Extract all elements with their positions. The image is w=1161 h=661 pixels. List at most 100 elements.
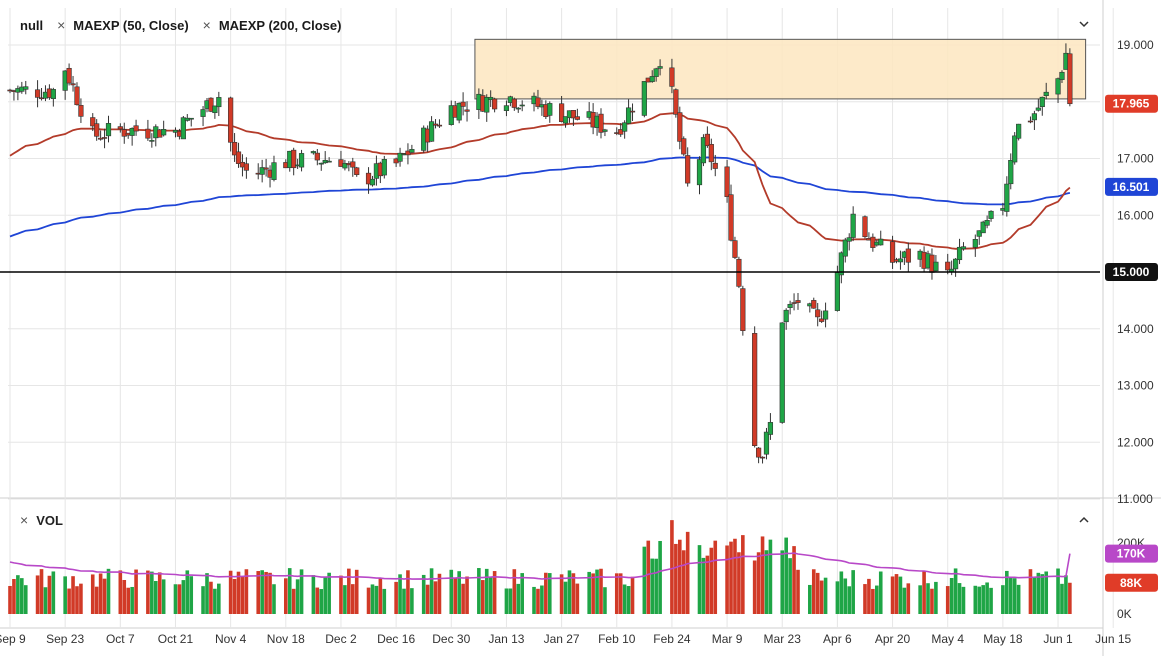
volume-bar[interactable]	[741, 535, 745, 614]
volume-bar[interactable]	[449, 569, 454, 614]
volume-bar[interactable]	[488, 576, 493, 614]
volume-bar[interactable]	[587, 571, 591, 614]
volume-bar[interactable]	[51, 571, 56, 614]
candle[interactable]	[897, 250, 904, 270]
volume-bar[interactable]	[902, 587, 907, 614]
volume-bar[interactable]	[1036, 572, 1041, 614]
candle[interactable]	[515, 107, 521, 113]
volume-bar[interactable]	[792, 546, 796, 614]
candle[interactable]	[878, 230, 884, 246]
candle[interactable]	[625, 99, 632, 125]
volume-bar[interactable]	[102, 578, 107, 614]
volume-bar[interactable]	[512, 569, 517, 614]
candle[interactable]	[117, 123, 123, 133]
candle[interactable]	[409, 144, 415, 154]
volume-bar[interactable]	[1032, 576, 1037, 614]
candle[interactable]	[432, 119, 439, 129]
volume-bar[interactable]	[930, 588, 934, 614]
candle[interactable]	[350, 157, 356, 177]
volume-bar[interactable]	[244, 569, 249, 614]
candle[interactable]	[811, 297, 817, 309]
volume-bar[interactable]	[457, 571, 461, 614]
candle[interactable]	[945, 253, 951, 275]
candle[interactable]	[231, 133, 238, 162]
volume-bar[interactable]	[126, 587, 130, 614]
candle[interactable]	[1035, 98, 1041, 112]
volume-bar[interactable]	[906, 583, 911, 614]
candle[interactable]	[456, 102, 462, 124]
candle[interactable]	[815, 302, 821, 327]
volume-bar[interactable]	[213, 588, 217, 614]
candle[interactable]	[271, 155, 277, 182]
volume-bar[interactable]	[961, 586, 966, 614]
volume-bar[interactable]	[1060, 583, 1064, 614]
volume-bar[interactable]	[106, 568, 111, 614]
volume-bar[interactable]	[713, 540, 718, 614]
volume-bar[interactable]	[646, 540, 651, 614]
volume-bar[interactable]	[94, 586, 99, 614]
volume-bar[interactable]	[670, 520, 674, 614]
candle[interactable]	[1031, 110, 1037, 130]
volume-bar[interactable]	[374, 585, 379, 614]
volume-bar[interactable]	[354, 569, 359, 614]
candle[interactable]	[708, 138, 714, 171]
candle[interactable]	[208, 97, 214, 113]
candle[interactable]	[263, 158, 269, 177]
volume-bar[interactable]	[571, 573, 576, 614]
volume-bar[interactable]	[678, 539, 682, 614]
volume-bar[interactable]	[173, 584, 178, 614]
volume-bar[interactable]	[603, 587, 607, 614]
volume-bar[interactable]	[1040, 574, 1045, 614]
volume-bar[interactable]	[658, 540, 662, 614]
candle[interactable]	[862, 215, 868, 239]
volume-bar[interactable]	[79, 583, 83, 614]
volume-bar[interactable]	[544, 572, 548, 614]
volume-bar[interactable]	[922, 571, 926, 614]
volume-bar[interactable]	[378, 578, 383, 614]
candle[interactable]	[787, 300, 793, 315]
candle[interactable]	[291, 147, 297, 176]
candle[interactable]	[503, 100, 510, 117]
volume-bar[interactable]	[98, 573, 103, 614]
candle[interactable]	[243, 157, 250, 179]
volume-bar[interactable]	[177, 584, 182, 614]
volume-bar[interactable]	[425, 584, 430, 614]
volume-bar[interactable]	[989, 587, 993, 614]
candle[interactable]	[1043, 82, 1049, 100]
candle[interactable]	[819, 310, 825, 323]
volume-bar[interactable]	[421, 574, 426, 614]
volume-bar[interactable]	[768, 539, 773, 614]
candle[interactable]	[338, 150, 344, 167]
volume-bar[interactable]	[12, 578, 16, 614]
volume-bar[interactable]	[343, 585, 347, 614]
volume-bar[interactable]	[429, 568, 434, 614]
candle[interactable]	[535, 89, 541, 110]
volume-bar[interactable]	[453, 577, 458, 614]
volume-bar[interactable]	[729, 541, 733, 614]
candle[interactable]	[755, 447, 762, 464]
volume-bar[interactable]	[618, 573, 623, 614]
volume-bar[interactable]	[465, 576, 469, 614]
volume-bar[interactable]	[894, 574, 899, 614]
volume-bar[interactable]	[433, 581, 438, 614]
candle[interactable]	[547, 101, 553, 123]
volume-bar[interactable]	[851, 570, 855, 614]
volume-bar[interactable]	[232, 578, 237, 614]
volume-bar[interactable]	[796, 569, 800, 614]
candle[interactable]	[653, 67, 659, 82]
candle[interactable]	[326, 157, 332, 163]
candle[interactable]	[842, 237, 848, 263]
candle[interactable]	[649, 70, 655, 83]
candle[interactable]	[704, 126, 710, 148]
volume-bar[interactable]	[1028, 569, 1033, 614]
volume-bar[interactable]	[319, 589, 324, 614]
candle[interactable]	[149, 133, 155, 148]
volume-bar[interactable]	[559, 574, 564, 614]
volume-bar[interactable]	[898, 576, 903, 614]
remove-ma200-icon[interactable]: ×	[202, 17, 211, 33]
volume-bar[interactable]	[16, 575, 20, 614]
candle[interactable]	[732, 236, 738, 260]
ma200-label[interactable]: MAEXP (200, Close)	[218, 17, 342, 33]
volume-bar[interactable]	[209, 581, 213, 614]
volume-bar[interactable]	[823, 577, 828, 614]
